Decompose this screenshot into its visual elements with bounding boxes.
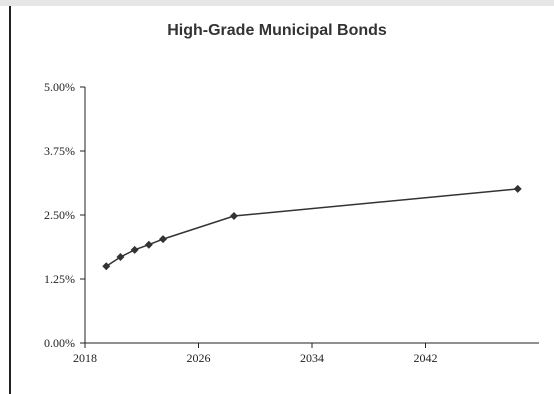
top-band: [0, 0, 554, 6]
chart-title: High-Grade Municipal Bonds: [167, 22, 387, 39]
data-point-marker: [159, 235, 168, 244]
y-tick-label: 1.25%: [44, 272, 75, 286]
series-line: [105, 188, 518, 267]
y-tick-label: 5.00%: [44, 80, 75, 94]
y-tick-label: 3.75%: [44, 144, 75, 158]
x-tick-label: 2042: [414, 351, 438, 365]
y-tick-label: 2.50%: [44, 208, 75, 222]
data-point-marker: [116, 252, 125, 261]
left-border: [9, 6, 11, 394]
data-point-marker: [513, 184, 522, 193]
x-tick-label: 2034: [300, 351, 324, 365]
y-tick-label: 0.00%: [44, 336, 75, 350]
data-point-marker: [144, 240, 153, 249]
x-tick-label: 2026: [187, 351, 211, 365]
x-tick-label: 2018: [73, 351, 97, 365]
data-point-marker: [102, 262, 111, 271]
data-point-marker: [229, 212, 238, 221]
data-point-marker: [130, 245, 139, 254]
